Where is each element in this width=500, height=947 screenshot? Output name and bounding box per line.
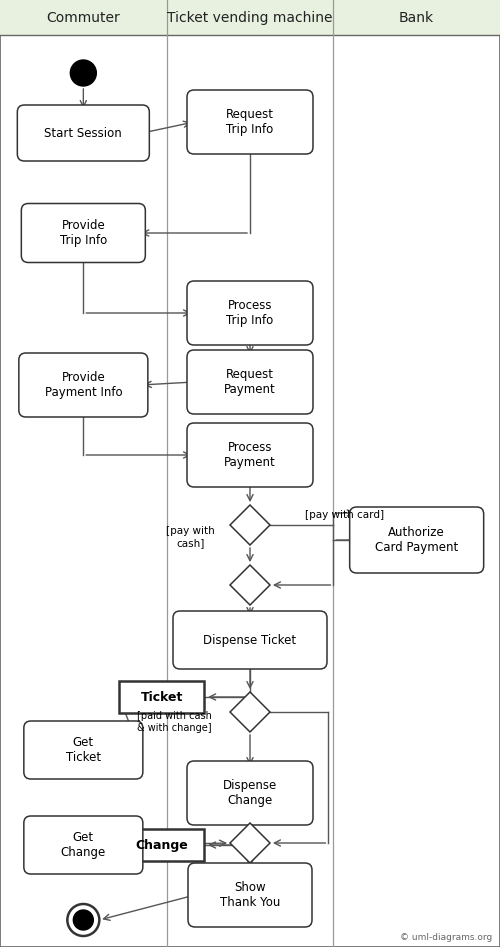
Text: Request
Payment: Request Payment [224,368,276,396]
Bar [119,829,204,861]
Text: Process
Payment: Process Payment [224,441,276,469]
Circle shape [70,60,97,86]
Bar [0,0,500,35]
FancyBboxPatch shape [187,281,313,345]
FancyBboxPatch shape [24,721,143,779]
FancyBboxPatch shape [187,423,313,487]
Text: Get
Change: Get Change [60,831,106,859]
Text: Provide
Payment Info: Provide Payment Info [44,371,122,399]
Text: © uml-diagrams.org: © uml-diagrams.org [400,933,492,942]
Text: Process
Trip Info: Process Trip Info [226,299,274,327]
Circle shape [68,904,100,936]
Text: Get
Ticket: Get Ticket [66,736,101,764]
Text: Authorize
Card Payment: Authorize Card Payment [375,526,458,554]
FancyBboxPatch shape [24,816,143,874]
Text: Provide
Trip Info: Provide Trip Info [60,219,107,247]
FancyBboxPatch shape [187,350,313,414]
Polygon shape [230,505,270,545]
Text: [paid with cash
& with change]: [paid with cash & with change] [137,711,212,733]
Circle shape [74,910,94,930]
FancyBboxPatch shape [18,105,150,161]
FancyBboxPatch shape [350,507,484,573]
FancyBboxPatch shape [19,353,148,417]
Text: Show
Thank You: Show Thank You [220,881,280,909]
FancyBboxPatch shape [188,863,312,927]
FancyBboxPatch shape [187,90,313,154]
Text: Dispense
Change: Dispense Change [223,779,277,807]
Polygon shape [230,565,270,605]
Text: Request
Trip Info: Request Trip Info [226,108,274,136]
Text: Bank: Bank [399,10,434,25]
Text: [pay with card]: [pay with card] [305,510,384,520]
Bar [119,681,204,713]
Text: Ticket: Ticket [140,690,183,704]
Polygon shape [230,692,270,732]
Text: Commuter: Commuter [46,10,120,25]
Polygon shape [230,823,270,863]
FancyBboxPatch shape [22,204,146,262]
FancyBboxPatch shape [187,761,313,825]
Text: Ticket vending machine: Ticket vending machine [168,10,333,25]
Text: Dispense Ticket: Dispense Ticket [204,634,296,647]
Text: Change: Change [136,838,188,851]
FancyBboxPatch shape [173,611,327,669]
Text: Start Session: Start Session [44,127,122,139]
Text: [pay with
cash]: [pay with cash] [166,527,215,547]
